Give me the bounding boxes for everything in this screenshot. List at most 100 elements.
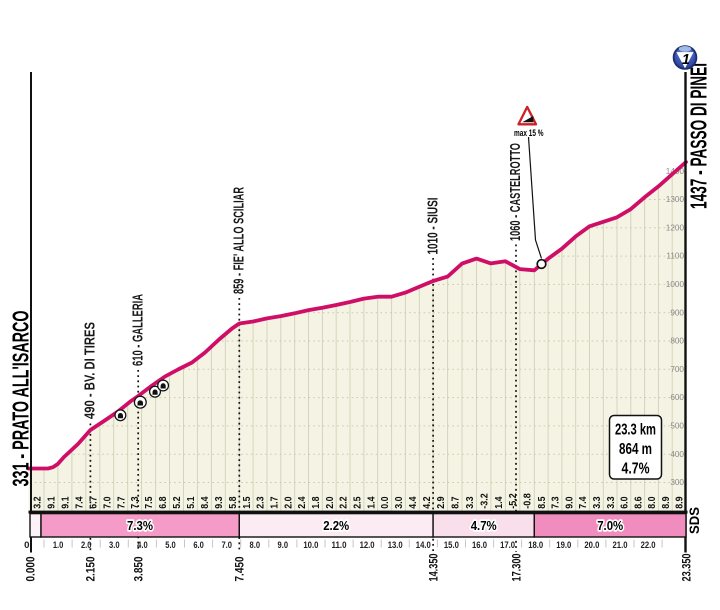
svg-text:2.5: 2.5: [353, 496, 364, 509]
svg-text:3.3: 3.3: [465, 496, 476, 509]
svg-text:0: 0: [24, 540, 29, 551]
svg-text:8.0: 8.0: [250, 540, 261, 551]
svg-text:7.3: 7.3: [551, 496, 562, 509]
svg-text:2.150: 2.150: [84, 556, 98, 581]
svg-text:max 15 %: max 15 %: [514, 128, 544, 139]
svg-text:1010 - SIUSI: 1010 - SIUSI: [424, 198, 441, 255]
svg-text:800: 800: [670, 337, 684, 346]
svg-text:2.0: 2.0: [283, 496, 294, 509]
svg-text:14.0: 14.0: [416, 540, 431, 551]
svg-text:1000: 1000: [666, 280, 685, 289]
svg-text:4.7%: 4.7%: [622, 461, 650, 478]
svg-text:1.0: 1.0: [53, 540, 64, 551]
svg-text:400: 400: [670, 450, 684, 459]
svg-text:4.4: 4.4: [408, 496, 419, 509]
svg-text:17.0: 17.0: [500, 540, 515, 551]
svg-text:-3.2: -3.2: [479, 493, 490, 509]
svg-text:6.8: 6.8: [158, 496, 169, 509]
svg-text:15.0: 15.0: [444, 540, 459, 551]
svg-text:900: 900: [670, 308, 684, 317]
svg-text:0.000: 0.000: [23, 556, 37, 581]
svg-text:10.0: 10.0: [303, 540, 318, 551]
svg-text:9.0: 9.0: [564, 496, 575, 509]
svg-text:7.4: 7.4: [74, 496, 85, 509]
svg-text:1.5: 1.5: [242, 496, 253, 509]
svg-text:7.7: 7.7: [116, 496, 127, 509]
svg-text:8.0: 8.0: [647, 496, 658, 509]
svg-text:7.4: 7.4: [578, 496, 589, 509]
svg-text:9.0: 9.0: [278, 540, 289, 551]
svg-text:-0.8: -0.8: [523, 493, 534, 509]
svg-text:1: 1: [682, 52, 690, 68]
svg-text:1.4: 1.4: [494, 496, 505, 509]
svg-text:16.0: 16.0: [472, 540, 487, 551]
svg-text:20.0: 20.0: [584, 540, 599, 551]
svg-text:1100: 1100: [666, 252, 684, 261]
svg-text:11.0: 11.0: [332, 540, 347, 551]
svg-text:2.9: 2.9: [436, 496, 447, 509]
svg-text:8.5: 8.5: [537, 496, 548, 509]
svg-text:610 - GALLERIA: 610 - GALLERIA: [129, 294, 146, 366]
svg-text:7.5: 7.5: [144, 496, 155, 509]
svg-text:4.0: 4.0: [137, 540, 148, 551]
svg-text:8.4: 8.4: [200, 496, 211, 509]
svg-text:14.350: 14.350: [426, 553, 440, 581]
svg-text:2.2: 2.2: [339, 496, 350, 509]
svg-text:2.4: 2.4: [297, 496, 308, 509]
svg-text:23.3 km: 23.3 km: [615, 422, 656, 439]
svg-text:5.2: 5.2: [172, 496, 183, 509]
svg-text:6.0: 6.0: [620, 496, 631, 509]
svg-text:13.0: 13.0: [388, 540, 403, 551]
svg-text:23.350: 23.350: [679, 553, 693, 581]
svg-text:7.3: 7.3: [130, 496, 141, 509]
svg-text:SDS: SDS: [687, 507, 702, 534]
svg-text:3.850: 3.850: [132, 556, 146, 581]
svg-text:5.1: 5.1: [186, 496, 197, 509]
svg-text:3.3: 3.3: [606, 496, 617, 509]
svg-text:7.0%: 7.0%: [597, 518, 623, 533]
svg-text:9.3: 9.3: [214, 496, 225, 509]
svg-text:331 - PRATO ALL'ISARCO: 331 - PRATO ALL'ISARCO: [7, 311, 33, 487]
svg-text:8.7: 8.7: [450, 496, 461, 509]
svg-text:490 - BV. DI TIRES: 490 - BV. DI TIRES: [82, 322, 99, 419]
svg-text:2.2%: 2.2%: [323, 518, 349, 533]
svg-text:3.0: 3.0: [109, 540, 120, 551]
svg-text:500: 500: [670, 422, 684, 431]
svg-text:7.0: 7.0: [102, 496, 113, 509]
svg-text:21.0: 21.0: [613, 540, 628, 551]
svg-text:8.6: 8.6: [633, 496, 644, 509]
svg-text:22.0: 22.0: [641, 540, 656, 551]
svg-text:4.7%: 4.7%: [471, 518, 497, 533]
svg-text:7.0: 7.0: [221, 540, 232, 551]
svg-text:1200: 1200: [666, 223, 685, 232]
svg-text:1060 - CASTELROTTO: 1060 - CASTELROTTO: [507, 143, 524, 241]
svg-text:5.8: 5.8: [228, 496, 239, 509]
svg-text:4.2: 4.2: [422, 496, 433, 509]
svg-text:5.0: 5.0: [165, 540, 176, 551]
svg-text:8.9: 8.9: [661, 496, 672, 509]
svg-text:17.300: 17.300: [509, 553, 523, 581]
svg-text:300: 300: [670, 478, 684, 487]
svg-text:3.2: 3.2: [33, 496, 44, 509]
svg-text:7.450: 7.450: [233, 556, 247, 581]
svg-text:1.7: 1.7: [270, 496, 281, 509]
svg-text:2.0: 2.0: [325, 496, 336, 509]
svg-text:2.3: 2.3: [256, 496, 267, 509]
svg-text:2.0: 2.0: [81, 540, 92, 551]
svg-text:9.1: 9.1: [47, 496, 58, 509]
svg-text:859 - FIE' ALLO SCILIAR: 859 - FIE' ALLO SCILIAR: [231, 187, 248, 294]
svg-text:1437 - PASSO DI PINEI: 1437 - PASSO DI PINEI: [686, 63, 712, 209]
svg-text:1.4: 1.4: [366, 496, 377, 509]
svg-text:19.0: 19.0: [556, 540, 571, 551]
svg-text:1.8: 1.8: [311, 496, 322, 509]
svg-text:6.7: 6.7: [88, 496, 99, 509]
svg-text:864 m: 864 m: [619, 441, 652, 458]
svg-text:700: 700: [670, 365, 684, 374]
svg-text:0.0: 0.0: [380, 496, 391, 509]
svg-text:8.9: 8.9: [675, 496, 686, 509]
svg-text:18.0: 18.0: [528, 540, 543, 551]
svg-text:9.1: 9.1: [61, 496, 72, 509]
svg-text:6.0: 6.0: [193, 540, 204, 551]
svg-text:600: 600: [670, 393, 684, 402]
svg-text:7.3%: 7.3%: [127, 518, 153, 533]
